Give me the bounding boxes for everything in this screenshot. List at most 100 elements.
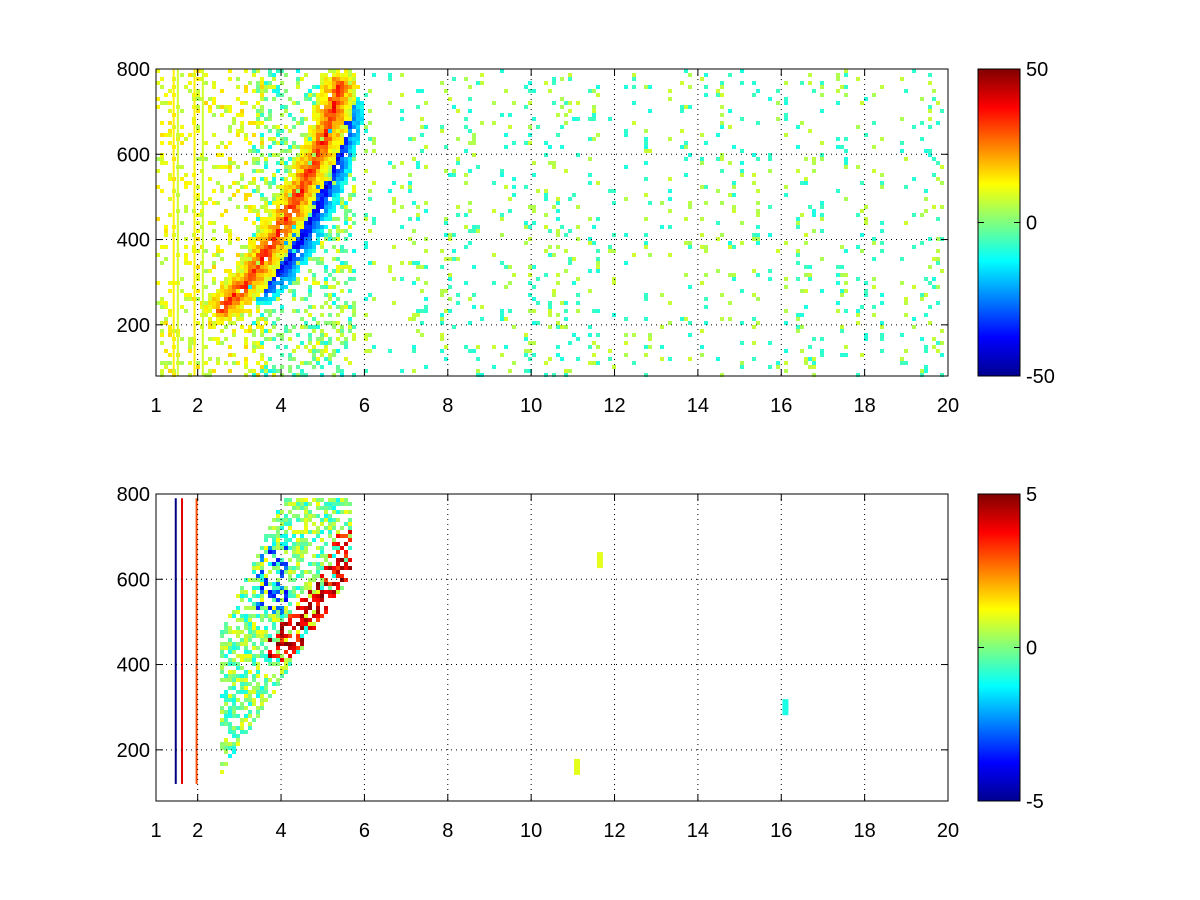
heatmap-cell [928, 117, 932, 121]
heatmap-cell [644, 317, 648, 321]
heatmap-cell [204, 373, 208, 377]
heatmap-cell [312, 129, 316, 133]
heatmap-cell [592, 89, 596, 93]
heatmap-cell [348, 538, 352, 542]
heatmap-cell [352, 189, 356, 193]
heatmap-cell [224, 750, 228, 754]
heatmap-cell [320, 121, 324, 125]
heatmap-cell [800, 81, 804, 85]
heatmap-cell [240, 325, 244, 329]
heatmap-cell [940, 341, 944, 345]
heatmap-cell [756, 321, 760, 325]
heatmap-cell [292, 165, 296, 169]
heatmap-cell [260, 706, 264, 710]
heatmap-cell [252, 277, 256, 281]
heatmap-cell [264, 289, 268, 293]
heatmap-cell [808, 273, 812, 277]
heatmap-cell [320, 566, 324, 570]
heatmap-cell [532, 173, 536, 177]
heatmap-cell [292, 502, 296, 506]
heatmap-cell [220, 249, 224, 253]
heatmap-cell [932, 257, 936, 261]
heatmap-cell [564, 301, 568, 305]
heatmap-cell [300, 502, 304, 506]
heatmap-cell [260, 590, 264, 594]
heatmap-cell [272, 369, 276, 373]
heatmap-cell [556, 201, 560, 205]
heatmap-cell [296, 193, 300, 197]
heatmap-cell [668, 137, 672, 141]
heatmap-cell [252, 646, 256, 650]
heatmap-cell [268, 285, 272, 289]
heatmap-cell [312, 281, 316, 285]
heatmap-cell [256, 281, 260, 285]
heatmap-cell [288, 622, 292, 626]
heatmap-cell [272, 173, 276, 177]
heatmap-cell [932, 285, 936, 289]
heatmap-cell [720, 153, 724, 157]
heatmap-cell [480, 317, 484, 321]
heatmap-cell [268, 209, 272, 213]
heatmap-cell [316, 85, 320, 89]
heatmap-cell [212, 133, 216, 137]
heatmap-cell [256, 670, 260, 674]
heatmap-cell [276, 586, 280, 590]
heatmap-cell [272, 662, 276, 666]
heatmap-cell [820, 289, 824, 293]
heatmap-cell [424, 201, 428, 205]
heatmap-cell [808, 205, 812, 209]
heatmap-cell [184, 209, 188, 213]
heatmap-cell [284, 213, 288, 217]
heatmap-cell [256, 634, 260, 638]
heatmap-cell [444, 217, 448, 221]
heatmap-cell [408, 217, 412, 221]
heatmap-cell [276, 562, 280, 566]
heatmap-cell [268, 113, 272, 117]
heatmap-cell [804, 361, 808, 365]
heatmap-cell [420, 321, 424, 325]
heatmap-cell [304, 277, 308, 281]
heatmap-cell [252, 145, 256, 149]
heatmap-cell [668, 253, 672, 257]
heatmap-cell [244, 273, 248, 277]
heatmap-cell [300, 193, 304, 197]
heatmap-cell [320, 333, 324, 337]
heatmap-cell [920, 293, 924, 297]
heatmap-cell [312, 598, 316, 602]
heatmap-cell [728, 273, 732, 277]
heatmap-cell [240, 638, 244, 642]
heatmap-cell [348, 329, 352, 333]
heatmap-cell [316, 189, 320, 193]
heatmap-cell [316, 165, 320, 169]
heatmap-cell [220, 770, 224, 774]
heatmap-cell [324, 193, 328, 197]
heatmap-cell [212, 321, 216, 325]
heatmap-cell [292, 614, 296, 618]
heatmap-cell [272, 586, 276, 590]
heatmap-cell [268, 289, 272, 293]
heatmap-cell [720, 373, 724, 377]
heatmap-cell [340, 329, 344, 333]
heatmap-cell [316, 101, 320, 105]
heatmap-cell [316, 181, 320, 185]
heatmap-cell [260, 582, 264, 586]
heatmap-cell [248, 209, 252, 213]
heatmap-cell [588, 237, 592, 241]
heatmap-cell [800, 289, 804, 293]
heatmap-cell [236, 97, 240, 101]
heatmap-cell [276, 542, 280, 546]
heatmap-cell [260, 281, 264, 285]
heatmap-cell [332, 373, 336, 377]
heatmap-cell [232, 650, 236, 654]
heatmap-cell [280, 141, 284, 145]
heatmap-cell [904, 313, 908, 317]
heatmap-cell [468, 169, 472, 173]
heatmap-cell [236, 630, 240, 634]
heatmap-cell [256, 257, 260, 261]
heatmap-cell [308, 185, 312, 189]
heatmap-cell [476, 165, 480, 169]
heatmap-cell [332, 81, 336, 85]
heatmap-cell [324, 321, 328, 325]
